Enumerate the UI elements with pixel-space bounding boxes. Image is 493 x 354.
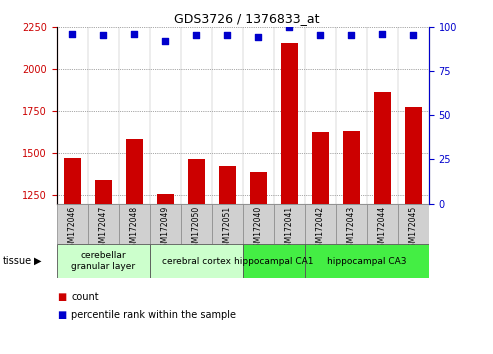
Bar	[188, 159, 205, 204]
Bar	[243, 204, 274, 244]
Bar	[398, 204, 429, 244]
Bar	[312, 132, 329, 204]
Bar	[57, 244, 150, 278]
Bar	[343, 131, 360, 204]
Bar	[305, 244, 429, 278]
Point	[285, 24, 293, 29]
Point	[317, 33, 324, 38]
Bar	[126, 139, 143, 204]
Point	[130, 31, 138, 36]
Text: cerebellar
granular layer: cerebellar granular layer	[71, 251, 135, 271]
Text: ■: ■	[57, 310, 66, 320]
Text: ■: ■	[57, 292, 66, 302]
Bar	[367, 204, 398, 244]
Bar	[181, 204, 212, 244]
Bar	[150, 244, 243, 278]
Text: GDS3726 / 1376833_at: GDS3726 / 1376833_at	[174, 12, 319, 25]
Text: percentile rank within the sample: percentile rank within the sample	[71, 310, 237, 320]
Bar	[95, 180, 112, 204]
Text: GSM172041: GSM172041	[285, 206, 294, 252]
Bar	[250, 172, 267, 204]
Point	[410, 33, 418, 38]
Text: ▶: ▶	[34, 256, 41, 266]
Point	[223, 33, 231, 38]
Point	[379, 31, 387, 36]
Text: GSM172047: GSM172047	[99, 206, 108, 252]
Bar	[212, 204, 243, 244]
Text: GSM172040: GSM172040	[254, 206, 263, 252]
Text: GSM172044: GSM172044	[378, 206, 387, 252]
Bar	[64, 158, 81, 204]
Text: GSM172043: GSM172043	[347, 206, 356, 252]
Point	[161, 38, 169, 44]
Text: cerebral cortex: cerebral cortex	[162, 257, 231, 266]
Bar	[305, 204, 336, 244]
Text: tissue: tissue	[2, 256, 32, 266]
Text: GSM172046: GSM172046	[68, 206, 77, 252]
Bar	[150, 204, 181, 244]
Point	[348, 33, 355, 38]
Text: GSM172045: GSM172045	[409, 206, 418, 252]
Text: GSM172048: GSM172048	[130, 206, 139, 252]
Bar	[374, 92, 391, 204]
Bar	[281, 44, 298, 204]
Point	[192, 33, 200, 38]
Bar	[336, 204, 367, 244]
Text: hippocampal CA1: hippocampal CA1	[234, 257, 314, 266]
Bar	[405, 108, 422, 204]
Text: GSM172042: GSM172042	[316, 206, 325, 252]
Bar	[119, 204, 150, 244]
Bar	[274, 204, 305, 244]
Bar	[88, 204, 119, 244]
Point	[68, 31, 76, 36]
Bar	[157, 194, 174, 204]
Text: hippocampal CA3: hippocampal CA3	[327, 257, 407, 266]
Bar	[219, 166, 236, 204]
Point	[99, 33, 107, 38]
Text: GSM172051: GSM172051	[223, 206, 232, 252]
Bar	[57, 204, 88, 244]
Bar	[243, 244, 305, 278]
Point	[254, 34, 262, 40]
Text: GSM172050: GSM172050	[192, 206, 201, 252]
Text: GSM172049: GSM172049	[161, 206, 170, 252]
Text: count: count	[71, 292, 99, 302]
